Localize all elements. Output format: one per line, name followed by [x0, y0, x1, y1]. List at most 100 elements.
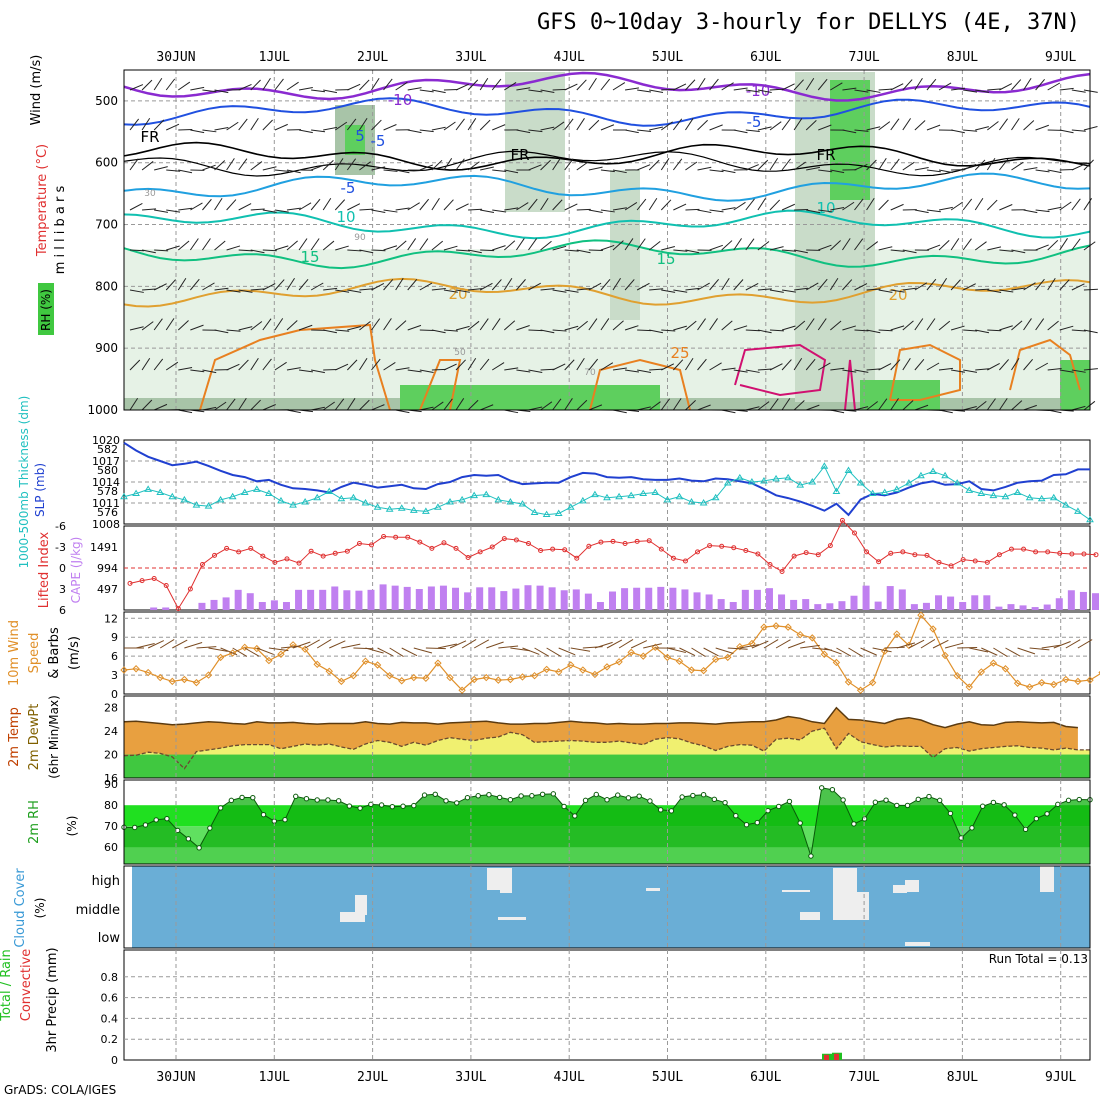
- rh-marker: [690, 792, 696, 799]
- cape-bar: [548, 587, 556, 610]
- rh-marker: [142, 822, 149, 828]
- rh-marker: [657, 807, 664, 813]
- cape-bar: [476, 587, 484, 610]
- cloud-bg: [132, 866, 1090, 948]
- thickness-axis-label: 1000-500mb Thickness (dm): [17, 396, 31, 569]
- cape-bar: [609, 591, 616, 610]
- li-marker: [755, 551, 761, 557]
- thickness-marker: [385, 505, 394, 512]
- thickness-marker: [289, 501, 297, 508]
- li-marker: [441, 540, 447, 546]
- thickness-tick-label: 582: [97, 443, 118, 456]
- rh-marker: [1044, 811, 1050, 817]
- thickness-marker: [796, 481, 805, 488]
- thickness-marker: [880, 488, 889, 495]
- thickness-marker: [844, 466, 853, 473]
- rh-tick-label: 70: [104, 820, 118, 833]
- thickness-marker: [989, 491, 998, 499]
- li-marker: [332, 550, 338, 556]
- rh-tick-label: 80: [104, 799, 118, 812]
- thickness-marker: [748, 478, 756, 485]
- rh-marker: [733, 813, 739, 819]
- rh-marker: [711, 796, 718, 803]
- wind-speed-marker: [917, 611, 925, 619]
- wind-speed-marker: [373, 661, 382, 669]
- rh-tick-label: 90: [104, 778, 118, 791]
- rh-marker: [421, 792, 428, 798]
- thickness-marker: [494, 495, 503, 503]
- thickness-marker: [168, 492, 177, 500]
- li-axis-label: Lifted Index: [37, 531, 52, 608]
- li-marker: [393, 534, 399, 540]
- rh-marker: [132, 824, 138, 831]
- thickness-marker: [470, 491, 479, 499]
- li-marker: [538, 548, 544, 553]
- wind-speed-marker: [313, 660, 321, 669]
- li-marker: [1033, 549, 1039, 555]
- wind-speed-marker: [385, 672, 394, 680]
- rh-marker: [561, 803, 567, 810]
- thickness-marker: [506, 497, 515, 505]
- cape-bar: [741, 589, 749, 610]
- isotherm-label: 15: [656, 250, 675, 268]
- thickness-marker: [265, 489, 273, 497]
- rh-shade-blob: [505, 72, 565, 212]
- minmax-axis-label: (6hr Min/Max): [47, 695, 61, 779]
- wind-speed-marker: [120, 666, 128, 674]
- date-label-top: 30JUN: [156, 50, 195, 65]
- cape-bar: [572, 589, 580, 610]
- thickness-marker: [434, 503, 442, 510]
- li-marker: [550, 546, 556, 552]
- rh-marker: [872, 799, 879, 805]
- li-marker: [719, 543, 725, 549]
- cloud-block: [833, 868, 857, 892]
- thickness-marker: [409, 506, 418, 513]
- slp-line: [123, 441, 1090, 517]
- rh-marker: [400, 803, 406, 809]
- thickness-marker: [144, 485, 153, 492]
- rh2m-unit-label: (%): [65, 816, 79, 837]
- wind-speed-marker: [398, 677, 406, 685]
- date-label-bottom: 3JUL: [455, 1070, 486, 1085]
- wind-speed-marker: [542, 665, 551, 674]
- wind-speed-marker: [144, 668, 152, 677]
- cape-bar: [319, 589, 327, 610]
- wind-speed-marker: [760, 623, 768, 631]
- li-tick-label: 0: [59, 562, 66, 575]
- pressure-tick-label: 700: [95, 218, 118, 232]
- date-label-top: 2JUL: [357, 50, 388, 65]
- isotherm-label: 15: [300, 248, 319, 266]
- li-marker: [743, 548, 749, 553]
- rh-marker: [335, 798, 342, 804]
- li-marker: [827, 543, 833, 549]
- li-marker: [682, 558, 688, 564]
- wind-speed-marker: [192, 678, 201, 687]
- cloud-block: [905, 942, 930, 946]
- rh-marker: [990, 799, 997, 806]
- wind-axis-label: Wind (m/s): [29, 55, 44, 126]
- rh-marker: [700, 792, 707, 798]
- cape-bar: [935, 595, 943, 610]
- isotherm-label: FR: [510, 146, 529, 164]
- cape-bar: [584, 593, 592, 610]
- rh-marker: [357, 805, 363, 811]
- wind10m-frame: [123, 611, 1091, 695]
- thickness-marker: [699, 499, 708, 506]
- li-marker: [864, 549, 870, 555]
- thickness-marker: [723, 479, 732, 486]
- wind-speed-marker: [434, 659, 442, 667]
- thickness-marker: [204, 502, 213, 509]
- rh-marker: [1076, 796, 1082, 803]
- thickness-marker: [180, 495, 189, 503]
- wind-speed-marker: [458, 686, 466, 694]
- cape-bar: [439, 585, 447, 610]
- isotherm--5: [123, 97, 1091, 127]
- isotherm-label: -10: [746, 82, 771, 100]
- date-label-bottom: 7JUL: [848, 1070, 879, 1085]
- cape-bar: [621, 588, 629, 610]
- cloud-unit-label: (%): [33, 898, 47, 919]
- rh-marker: [593, 791, 599, 798]
- li-marker: [525, 541, 531, 546]
- thickness-marker: [421, 507, 430, 514]
- rh-marker: [829, 786, 836, 793]
